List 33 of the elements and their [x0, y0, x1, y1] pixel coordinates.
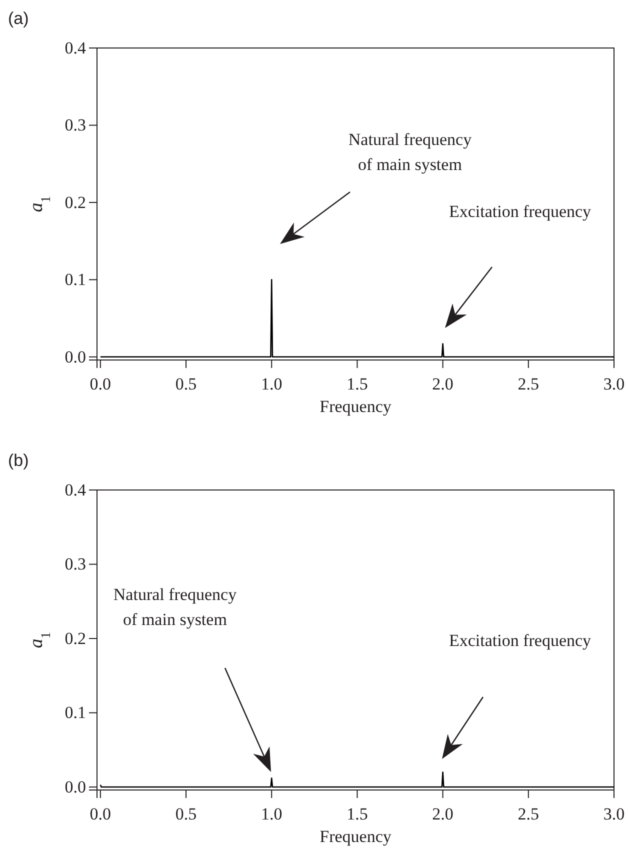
x-axis-title: Frequency — [320, 397, 392, 416]
y-tick-label: 0.0 — [64, 777, 86, 796]
x-tick-label: 0.5 — [175, 374, 197, 394]
x-tick-label: 1.0 — [260, 374, 282, 394]
x-tick-label: 0.0 — [90, 804, 112, 824]
x-tick-label: 0.5 — [175, 804, 197, 824]
y-tick-label: 0.4 — [64, 480, 86, 500]
y-tick-label: 0.1 — [64, 703, 86, 722]
x-tick-label: 1.5 — [346, 374, 368, 394]
x-tick-label: 2.5 — [518, 374, 540, 394]
x-tick-label: 1.5 — [346, 804, 368, 824]
chart-title: (a) — [8, 9, 29, 28]
x-tick-label: 1.0 — [260, 804, 282, 824]
x-tick-label: 2.5 — [518, 804, 540, 824]
x-tick-label: 0.0 — [90, 374, 112, 394]
annotation: Excitation frequency — [448, 631, 592, 650]
y-tick-label: 0.3 — [64, 116, 86, 135]
y-tick-label: 0.3 — [64, 554, 86, 574]
x-tick-label: 2.0 — [432, 804, 454, 824]
x-axis-title: Frequency — [320, 827, 392, 846]
y-tick-label: 0.2 — [64, 628, 86, 648]
line-series — [100, 772, 615, 788]
y-tick-label: 0.0 — [64, 347, 86, 366]
y-tick-label: 0.4 — [64, 38, 86, 58]
y-tick-label: 0.1 — [64, 270, 86, 290]
y-tick-label: 0.2 — [64, 192, 86, 212]
annotation: Natural frequency of main system — [113, 585, 238, 629]
x-tick-label: 2.0 — [432, 374, 454, 394]
x-tick-label: 3.0 — [603, 374, 625, 394]
chart-title: (b) — [8, 451, 29, 470]
x-tick-label: 3.0 — [603, 804, 625, 824]
annotation: Natural frequency of main system — [348, 130, 472, 174]
annotation: Excitation frequency — [448, 202, 592, 221]
